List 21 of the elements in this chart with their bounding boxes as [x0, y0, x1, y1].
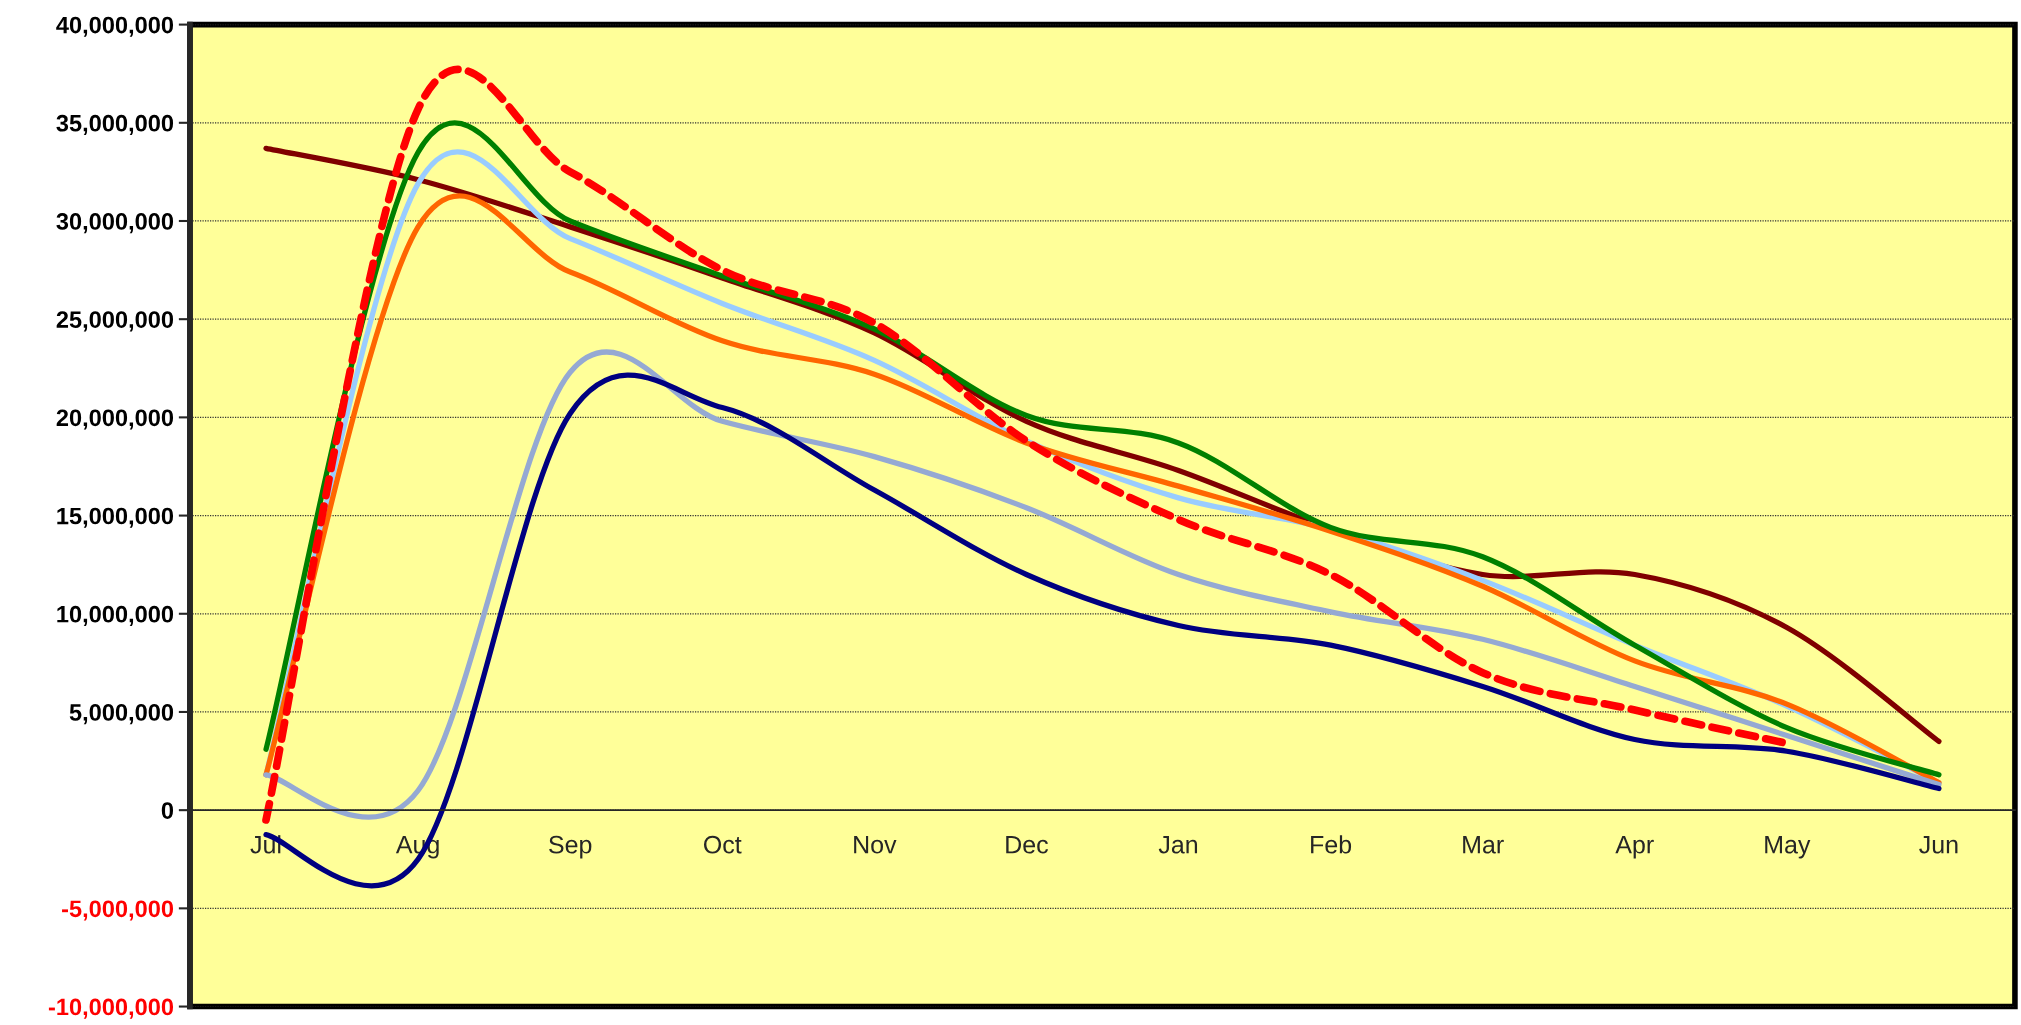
y-tick-label: -5,000,000 [62, 900, 174, 921]
x-tick-label: Mar [1463, 836, 1504, 854]
y-tick-label: 15,000,000 [57, 507, 174, 528]
x-tick-label: Dec [1006, 836, 1048, 854]
x-tick-label: Jun [1919, 836, 1958, 854]
y-tick-label: 5,000,000 [69, 704, 174, 725]
x-tick-label: Sep [549, 835, 592, 859]
y-tick-label: 35,000,000 [56, 114, 174, 136]
y-tick-label: 20,000,000 [56, 409, 174, 430]
y-tick-label: 10,000,000 [57, 605, 174, 626]
x-tick-label: Jan [1158, 836, 1198, 854]
y-tick-label: 25,000,000 [56, 311, 174, 332]
y-tick-label: 40,000,000 [56, 16, 174, 37]
x-tick-label: Nov [854, 836, 897, 854]
x-tick-label: Oct [703, 835, 742, 854]
y-tick-label: 30,000,000 [56, 213, 174, 234]
x-tick-label: Feb [1311, 835, 1352, 854]
x-tick-label: May [1765, 836, 1811, 859]
y-tick-label: 0 [161, 802, 174, 819]
y-tick-label: -10,000,000 [48, 998, 174, 1019]
x-tick-label: Apr [1615, 836, 1654, 859]
